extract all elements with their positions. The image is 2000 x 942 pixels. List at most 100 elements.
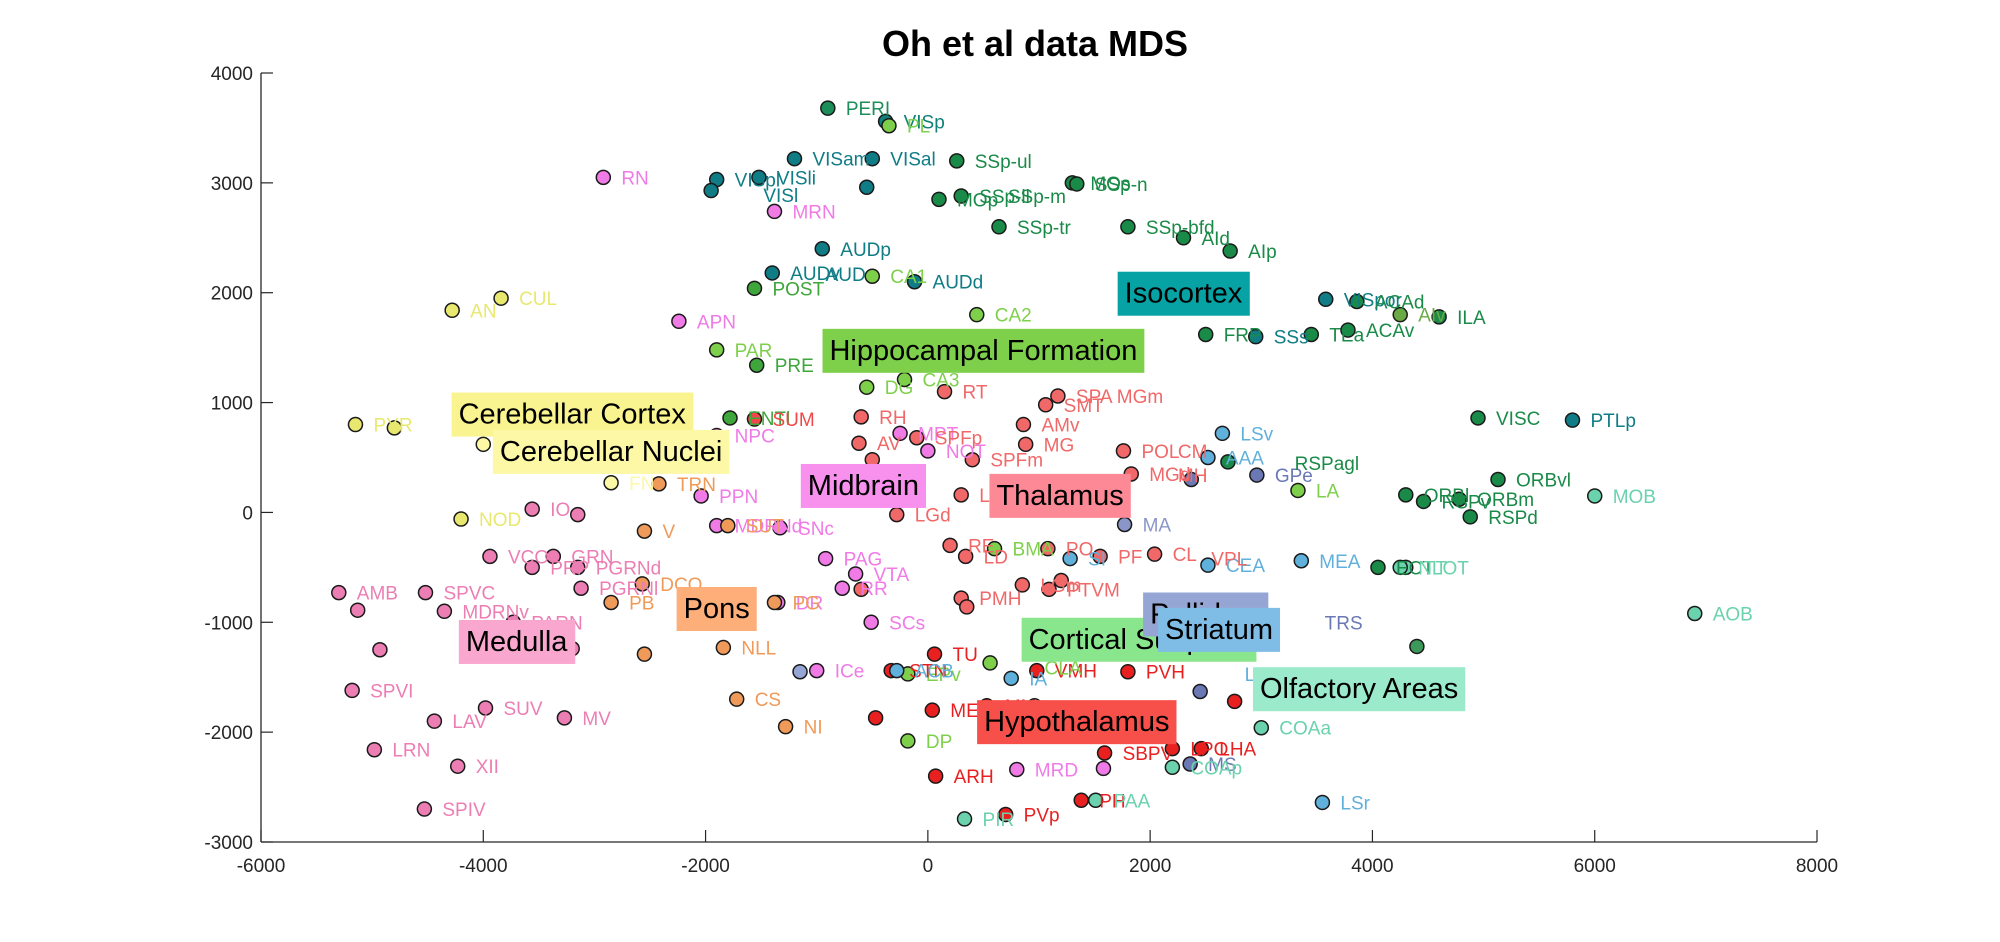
data-point <box>772 520 788 536</box>
data-point <box>449 758 466 774</box>
data-point <box>1451 491 1467 507</box>
point-label: ENTl <box>748 409 790 430</box>
point-label: SSp-n <box>1095 175 1148 196</box>
point-label: PPN <box>719 487 758 508</box>
point-label: VCO <box>508 547 549 568</box>
point-label: ACAv <box>1366 321 1415 342</box>
point-label: MEA <box>1319 552 1361 573</box>
data-point <box>808 662 825 679</box>
data-point <box>834 580 851 596</box>
point-label: VISp <box>904 112 945 133</box>
point-label: SPVI <box>370 681 413 702</box>
region-label-text: Olfactory Areas <box>1260 673 1458 705</box>
data-point <box>331 584 347 601</box>
data-point <box>851 435 867 451</box>
region-label-box: Cerebellar Cortex <box>451 392 694 437</box>
region-label-bg <box>451 392 694 437</box>
region-label-box: Olfactory Areas <box>1252 667 1466 712</box>
data-point <box>1214 425 1231 442</box>
data-point <box>1314 794 1331 811</box>
data-point <box>545 548 562 565</box>
point-label: SPA <box>1076 387 1113 408</box>
point-label: SI <box>1088 550 1106 571</box>
point-label: SMT <box>1064 396 1105 417</box>
data-point <box>426 713 443 729</box>
data-point <box>1040 540 1056 557</box>
data-point <box>603 475 619 491</box>
data-point <box>1226 693 1243 710</box>
point-label: SPVC <box>443 584 495 605</box>
point-label: AUDd <box>933 273 984 294</box>
data-point <box>570 506 586 523</box>
y-tick-label: -1000 <box>204 613 253 634</box>
data-point <box>1014 577 1031 593</box>
point-label: PAR <box>735 341 773 362</box>
point-label: RSPv <box>1442 492 1491 513</box>
data-point <box>349 602 366 618</box>
point-label: DR <box>796 594 823 615</box>
point-label: ARH <box>954 767 994 788</box>
point-label: ORBm <box>1477 490 1534 511</box>
data-point <box>1053 572 1069 589</box>
point-label: POL <box>1141 442 1179 463</box>
x-tick-label: 6000 <box>1574 856 1616 877</box>
data-point <box>1037 397 1054 413</box>
data-point <box>924 702 941 718</box>
point-label: SSp-bfd <box>1146 218 1215 239</box>
data-point <box>671 313 687 330</box>
point-label: SPFp <box>935 429 983 450</box>
data-point <box>720 517 736 534</box>
point-label: PYR <box>373 416 412 437</box>
data-point <box>1029 662 1045 679</box>
data-point <box>942 537 958 554</box>
point-label: PGRNl <box>599 579 658 600</box>
data-point <box>820 100 836 116</box>
point-label: POST <box>772 279 824 300</box>
data-point <box>1409 638 1425 655</box>
data-point <box>436 603 453 620</box>
data-point <box>603 594 619 611</box>
point-label: SSp-m <box>1008 187 1066 208</box>
point-label: SSs <box>1274 328 1309 349</box>
point-label: COAp <box>1190 758 1242 779</box>
region-label-text: Midbrain <box>808 470 919 502</box>
data-point <box>386 420 403 436</box>
point-label: SBPV <box>1123 744 1174 765</box>
point-label: MOs <box>1090 174 1130 195</box>
data-point <box>888 506 905 523</box>
data-point <box>1095 760 1112 777</box>
data-point <box>792 663 808 680</box>
point-label: VTA <box>874 565 910 586</box>
data-point <box>1370 559 1386 576</box>
data-point <box>1009 761 1025 778</box>
data-point <box>1200 449 1216 466</box>
data-point <box>570 559 586 576</box>
data-point <box>1586 488 1603 504</box>
point-label: AUD <box>826 265 866 286</box>
region-label-box: Hypothalamus <box>977 700 1177 745</box>
data-point <box>864 268 881 284</box>
y-tick-label: 2000 <box>211 284 253 305</box>
point-label: LSv <box>1240 424 1273 445</box>
point-label: MRD <box>1035 760 1078 781</box>
point-label: CLA <box>1045 658 1082 679</box>
point-label: SUV <box>504 699 543 720</box>
data-point <box>1392 559 1408 576</box>
point-label: LRN <box>392 741 430 762</box>
data-point <box>1317 291 1334 308</box>
data-point <box>722 410 738 426</box>
region-label-text: Thalamus <box>996 480 1123 512</box>
data-point <box>1470 410 1486 426</box>
point-label: AId <box>1201 229 1230 250</box>
y-tick-label: 0 <box>242 503 253 524</box>
point-label: PTVM <box>1067 580 1120 601</box>
point-label: PRE <box>775 356 814 377</box>
data-point <box>908 429 925 446</box>
region-label-bg <box>977 700 1177 745</box>
y-tick-label: -2000 <box>204 723 253 744</box>
point-label: RH <box>879 408 906 429</box>
data-point <box>493 290 509 306</box>
data-point <box>766 203 783 220</box>
point-label: MH <box>1178 466 1208 487</box>
data-point <box>1146 546 1163 562</box>
